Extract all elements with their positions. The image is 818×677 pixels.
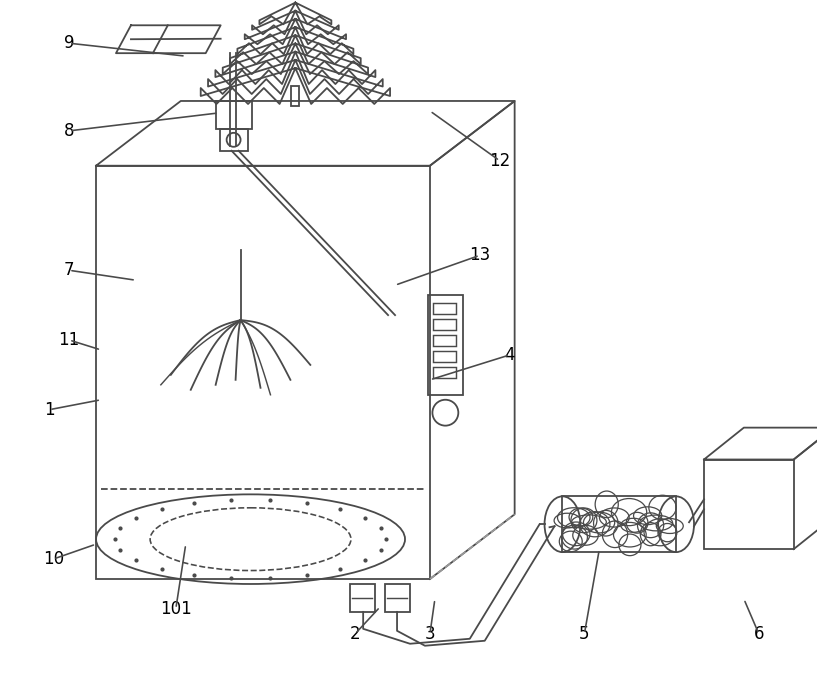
Bar xyxy=(216,101,252,129)
Text: 7: 7 xyxy=(64,261,74,280)
Text: 3: 3 xyxy=(425,625,435,642)
Text: 4: 4 xyxy=(505,346,515,364)
Bar xyxy=(385,584,410,612)
Bar xyxy=(433,351,456,362)
Text: 8: 8 xyxy=(64,122,74,140)
Bar xyxy=(350,584,375,612)
Text: 1: 1 xyxy=(44,401,55,418)
Text: 101: 101 xyxy=(160,600,191,618)
Bar xyxy=(433,303,456,314)
Bar xyxy=(428,295,463,395)
Bar xyxy=(563,496,676,552)
Bar xyxy=(433,319,456,330)
Text: 6: 6 xyxy=(753,625,764,642)
Text: 11: 11 xyxy=(59,331,80,349)
Bar xyxy=(433,367,456,378)
Text: 13: 13 xyxy=(470,246,490,264)
Text: 10: 10 xyxy=(43,550,64,568)
Bar xyxy=(96,166,430,579)
Text: 9: 9 xyxy=(64,35,74,52)
Text: 5: 5 xyxy=(579,625,590,642)
Bar xyxy=(433,335,456,346)
Text: 2: 2 xyxy=(350,625,361,642)
Bar xyxy=(704,460,793,549)
Text: 12: 12 xyxy=(489,152,510,170)
Bar xyxy=(291,86,299,106)
Bar xyxy=(220,129,248,151)
